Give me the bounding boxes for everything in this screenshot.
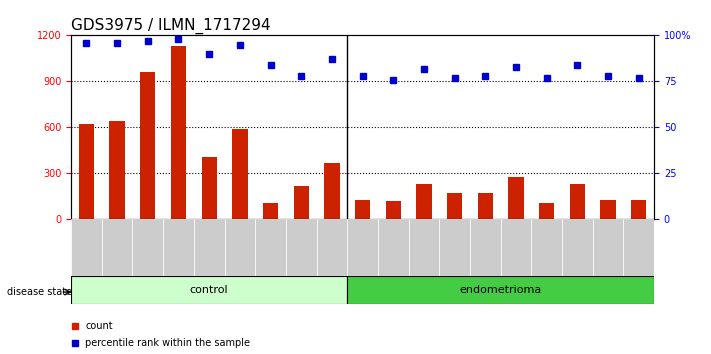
Bar <box>570 184 585 219</box>
Bar <box>600 200 616 219</box>
Bar <box>232 129 247 219</box>
Bar <box>294 186 309 219</box>
Bar <box>263 202 278 219</box>
Text: percentile rank within the sample: percentile rank within the sample <box>85 338 250 348</box>
FancyBboxPatch shape <box>378 219 409 276</box>
FancyBboxPatch shape <box>470 219 501 276</box>
Bar <box>109 121 125 219</box>
Bar <box>171 46 186 219</box>
Bar <box>539 202 555 219</box>
Bar <box>447 193 462 219</box>
FancyBboxPatch shape <box>255 219 286 276</box>
FancyBboxPatch shape <box>562 219 593 276</box>
FancyBboxPatch shape <box>102 219 132 276</box>
Bar <box>478 193 493 219</box>
FancyBboxPatch shape <box>316 219 347 276</box>
Text: GDS3975 / ILMN_1717294: GDS3975 / ILMN_1717294 <box>71 18 271 34</box>
FancyBboxPatch shape <box>71 219 102 276</box>
FancyBboxPatch shape <box>194 219 225 276</box>
FancyBboxPatch shape <box>71 276 347 304</box>
FancyBboxPatch shape <box>347 219 378 276</box>
FancyBboxPatch shape <box>439 219 470 276</box>
Text: endometrioma: endometrioma <box>459 285 542 295</box>
Bar <box>324 163 340 219</box>
FancyBboxPatch shape <box>132 219 163 276</box>
Text: control: control <box>190 285 228 295</box>
FancyBboxPatch shape <box>501 219 531 276</box>
Text: disease state: disease state <box>7 287 73 297</box>
Bar <box>417 184 432 219</box>
FancyBboxPatch shape <box>624 219 654 276</box>
FancyBboxPatch shape <box>409 219 439 276</box>
Bar <box>140 72 156 219</box>
Bar <box>385 201 401 219</box>
FancyBboxPatch shape <box>531 219 562 276</box>
Bar <box>79 124 94 219</box>
Bar <box>631 200 646 219</box>
FancyBboxPatch shape <box>225 219 255 276</box>
FancyBboxPatch shape <box>347 276 654 304</box>
FancyBboxPatch shape <box>286 219 316 276</box>
Bar <box>355 200 370 219</box>
FancyBboxPatch shape <box>163 219 194 276</box>
FancyBboxPatch shape <box>593 219 624 276</box>
Bar <box>508 177 524 219</box>
Text: count: count <box>85 321 113 331</box>
Bar <box>201 156 217 219</box>
